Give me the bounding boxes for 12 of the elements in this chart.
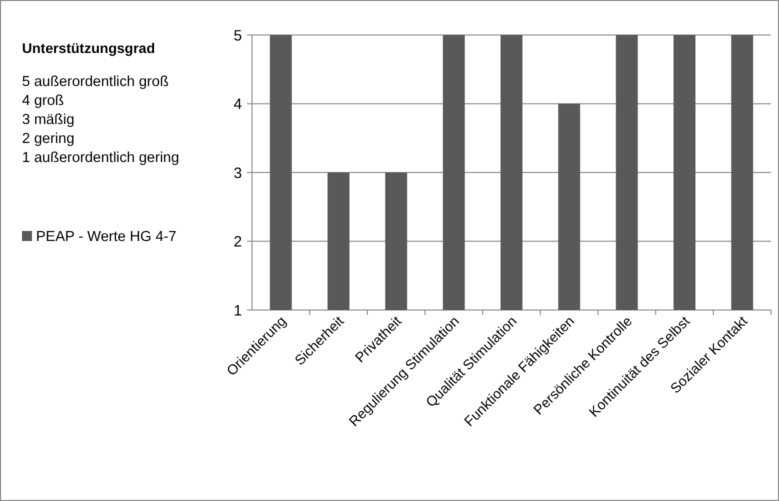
y-tick-label: 1: [234, 302, 242, 320]
y-tick-label: 3: [234, 164, 242, 182]
text: 5 außerordentlich groß: [22, 74, 169, 90]
y-tick-label: 4: [234, 96, 242, 113]
legend-label: PEAP - Werte HG 4-7: [36, 229, 176, 245]
text: 4 groß: [22, 93, 64, 109]
y-tick-label: 2: [234, 234, 242, 250]
text: 3 mäßig: [22, 112, 74, 128]
text: 1 außerordentlich gering: [22, 150, 180, 166]
y-tick-label: 5: [234, 27, 242, 44]
text: 2 gering: [22, 131, 74, 147]
text: Unterstützungsgrad: [22, 40, 155, 56]
